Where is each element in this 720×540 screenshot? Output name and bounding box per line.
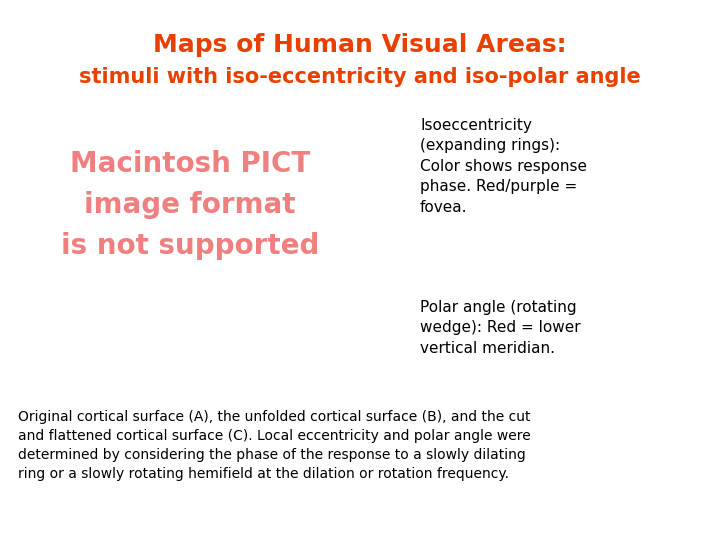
Text: Macintosh PICT
image format
is not supported: Macintosh PICT image format is not suppo… — [60, 150, 319, 260]
Text: stimuli with iso-eccentricity and iso-polar angle: stimuli with iso-eccentricity and iso-po… — [79, 67, 641, 87]
Text: Maps of Human Visual Areas:: Maps of Human Visual Areas: — [153, 33, 567, 57]
Text: Original cortical surface (A), the unfolded cortical surface (B), and the cut
an: Original cortical surface (A), the unfol… — [18, 410, 531, 481]
Text: Polar angle (rotating
wedge): Red = lower
vertical meridian.: Polar angle (rotating wedge): Red = lowe… — [420, 300, 580, 356]
Text: Isoeccentricity
(expanding rings):
Color shows response
phase. Red/purple =
fove: Isoeccentricity (expanding rings): Color… — [420, 118, 587, 214]
